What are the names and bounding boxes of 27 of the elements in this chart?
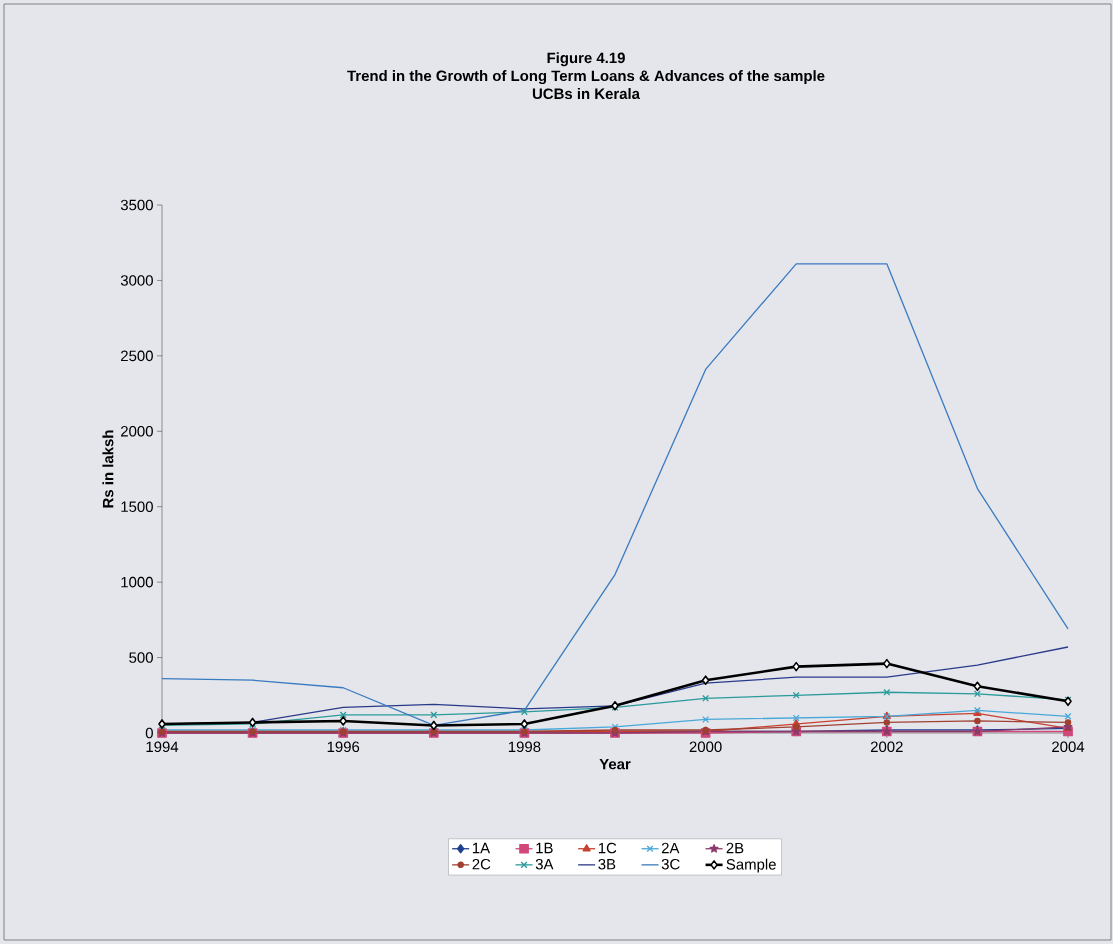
x-tick-label: 2000	[689, 741, 722, 753]
x-tick-label: 2002	[870, 741, 903, 753]
x-tick-label: 2004	[1052, 741, 1085, 753]
y-tick-label: 3000	[120, 275, 153, 286]
y-tick-label: 500	[129, 652, 153, 663]
x-tick-label: 1994	[146, 741, 179, 753]
legend-label: 3C	[661, 858, 680, 870]
x-tick-label: 1996	[327, 741, 360, 753]
legend-label: 3A	[535, 858, 554, 870]
legend-label: 1C	[598, 842, 617, 854]
legend-label: 3B	[598, 858, 616, 870]
y-tick-label: 0	[145, 727, 153, 739]
y-tick-label: 1000	[121, 576, 153, 588]
legend-label: 2C	[472, 858, 491, 870]
legend-label: 2A	[661, 842, 680, 854]
y-tick-label: 2000	[121, 425, 153, 437]
y-tick-label: 3500	[120, 199, 153, 211]
legend-label: 1B	[536, 842, 553, 854]
legend-label: Sample	[726, 858, 776, 873]
chart-title: Figure 4.19 Trend in the Growth of Long Term Loans & Advances of the sample UCBs in Kerala	[347, 52, 825, 100]
y-axis-title: Rs in laksh	[102, 430, 114, 508]
y-tick-label: 2500	[121, 350, 153, 362]
x-tick-label: 1998	[508, 741, 541, 753]
legend-label: 2B	[726, 842, 744, 854]
y-tick-label: 1500	[121, 501, 153, 512]
legend-label: 1A	[472, 842, 491, 854]
x-axis-title: Year	[599, 758, 631, 770]
